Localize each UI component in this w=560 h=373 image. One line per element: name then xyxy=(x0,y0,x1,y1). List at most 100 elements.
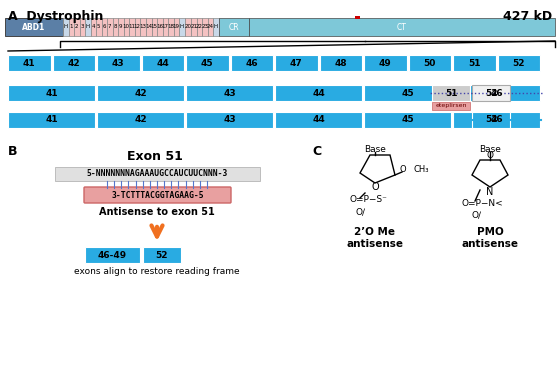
FancyBboxPatch shape xyxy=(364,55,407,71)
Text: 52: 52 xyxy=(485,116,497,125)
Text: 46: 46 xyxy=(490,116,503,125)
Text: H: H xyxy=(214,25,218,29)
FancyBboxPatch shape xyxy=(191,18,197,36)
Text: 9: 9 xyxy=(119,25,123,29)
FancyBboxPatch shape xyxy=(320,55,362,71)
Text: 17: 17 xyxy=(162,25,169,29)
Text: O∕: O∕ xyxy=(355,207,365,216)
FancyBboxPatch shape xyxy=(8,112,95,128)
FancyBboxPatch shape xyxy=(275,112,362,128)
FancyBboxPatch shape xyxy=(408,55,451,71)
FancyBboxPatch shape xyxy=(275,85,362,101)
Text: Base: Base xyxy=(479,145,501,154)
FancyBboxPatch shape xyxy=(432,85,470,101)
FancyBboxPatch shape xyxy=(231,55,273,71)
FancyBboxPatch shape xyxy=(453,112,540,128)
Text: PMO
antisense: PMO antisense xyxy=(461,227,519,248)
FancyBboxPatch shape xyxy=(249,18,555,36)
FancyBboxPatch shape xyxy=(85,18,91,36)
Text: N: N xyxy=(486,187,494,197)
FancyBboxPatch shape xyxy=(107,18,113,36)
FancyBboxPatch shape xyxy=(96,18,101,36)
FancyBboxPatch shape xyxy=(186,55,228,71)
FancyBboxPatch shape xyxy=(143,247,181,263)
FancyBboxPatch shape xyxy=(142,55,184,71)
Text: 43: 43 xyxy=(223,116,236,125)
FancyBboxPatch shape xyxy=(129,18,134,36)
Text: 4: 4 xyxy=(91,25,95,29)
Text: O: O xyxy=(371,182,379,192)
Text: 46: 46 xyxy=(245,59,258,68)
FancyBboxPatch shape xyxy=(146,18,152,36)
Text: 18: 18 xyxy=(167,25,174,29)
Text: 44: 44 xyxy=(156,59,169,68)
Text: 14: 14 xyxy=(145,25,152,29)
FancyBboxPatch shape xyxy=(275,55,318,71)
Text: 51: 51 xyxy=(468,59,480,68)
Text: 19: 19 xyxy=(172,25,180,29)
Text: 52: 52 xyxy=(512,59,525,68)
FancyBboxPatch shape xyxy=(218,18,249,36)
Text: H: H xyxy=(86,25,90,29)
FancyBboxPatch shape xyxy=(80,18,85,36)
Text: 41: 41 xyxy=(45,88,58,97)
Text: 8: 8 xyxy=(114,25,117,29)
Text: ABD1: ABD1 xyxy=(22,22,45,31)
Text: Base: Base xyxy=(364,145,386,154)
FancyBboxPatch shape xyxy=(432,102,470,110)
Text: 16: 16 xyxy=(156,25,164,29)
Text: O: O xyxy=(400,166,407,175)
Text: 42: 42 xyxy=(134,116,147,125)
Text: 13: 13 xyxy=(139,25,146,29)
Text: 24: 24 xyxy=(207,25,214,29)
FancyBboxPatch shape xyxy=(8,85,95,101)
Text: 47: 47 xyxy=(290,59,302,68)
Text: 15: 15 xyxy=(151,25,158,29)
Text: 3-TCTTTACGGTAGAAG-5: 3-TCTTTACGGTAGAAG-5 xyxy=(111,191,204,200)
Text: 49: 49 xyxy=(379,59,391,68)
Text: 42: 42 xyxy=(67,59,80,68)
Text: 48: 48 xyxy=(334,59,347,68)
Text: 43: 43 xyxy=(223,88,236,97)
FancyBboxPatch shape xyxy=(53,55,95,71)
Text: O=P−S⁻: O=P−S⁻ xyxy=(350,195,388,204)
FancyBboxPatch shape xyxy=(5,18,63,36)
FancyBboxPatch shape xyxy=(472,112,510,128)
Text: 5-NNNNNNNAGAAAUGCCAUCUUCNNN-3: 5-NNNNNNNAGAAAUGCCAUCUUCNNN-3 xyxy=(86,169,228,179)
FancyBboxPatch shape xyxy=(157,18,162,36)
Text: 2: 2 xyxy=(75,25,78,29)
Text: 45: 45 xyxy=(201,59,213,68)
Text: 52: 52 xyxy=(485,88,497,97)
Text: 1: 1 xyxy=(69,25,73,29)
Text: C: C xyxy=(312,145,321,158)
FancyBboxPatch shape xyxy=(134,18,140,36)
FancyBboxPatch shape xyxy=(55,167,260,181)
Text: 20: 20 xyxy=(184,25,192,29)
FancyBboxPatch shape xyxy=(8,55,50,71)
Text: 41: 41 xyxy=(23,59,36,68)
FancyBboxPatch shape xyxy=(197,18,202,36)
FancyBboxPatch shape xyxy=(140,18,146,36)
FancyBboxPatch shape xyxy=(179,18,184,36)
FancyBboxPatch shape xyxy=(63,18,68,36)
Polygon shape xyxy=(360,155,395,183)
FancyBboxPatch shape xyxy=(472,85,510,101)
Text: 46-49: 46-49 xyxy=(98,251,127,260)
FancyBboxPatch shape xyxy=(68,18,74,36)
Text: 427 kD: 427 kD xyxy=(503,10,552,23)
Text: 21: 21 xyxy=(190,25,197,29)
Text: 45: 45 xyxy=(401,116,414,125)
Text: 43: 43 xyxy=(112,59,124,68)
Text: O∕: O∕ xyxy=(472,210,482,219)
FancyBboxPatch shape xyxy=(113,18,118,36)
FancyBboxPatch shape xyxy=(174,18,179,36)
FancyBboxPatch shape xyxy=(208,18,213,36)
FancyBboxPatch shape xyxy=(202,18,208,36)
Text: 12: 12 xyxy=(134,25,141,29)
FancyBboxPatch shape xyxy=(101,18,107,36)
Text: 41: 41 xyxy=(45,116,58,125)
Text: 3: 3 xyxy=(81,25,84,29)
Bar xyxy=(355,16,360,19)
FancyBboxPatch shape xyxy=(453,55,496,71)
FancyBboxPatch shape xyxy=(453,85,540,101)
